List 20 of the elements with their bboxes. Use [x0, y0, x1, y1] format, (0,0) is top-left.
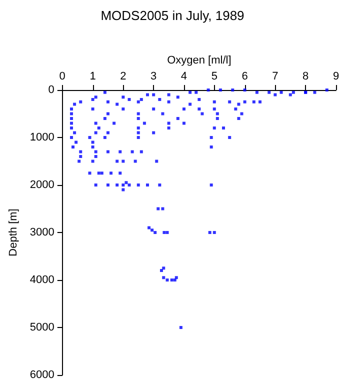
- x-tick-label: 1: [90, 70, 96, 82]
- x-tick-label: 2: [120, 70, 126, 82]
- x-tick-label: 5: [211, 70, 218, 82]
- y-tick-label: 0: [48, 84, 54, 96]
- y-tick-label: 1000: [30, 132, 54, 144]
- x-tick-label: 3: [150, 70, 157, 82]
- y-tick-label: 5000: [30, 322, 54, 334]
- x-tick-label: 4: [180, 70, 188, 82]
- y-axis-title: Depth [m]: [8, 208, 20, 256]
- x-tick-label: 8: [302, 70, 309, 82]
- x-axis-title: Oxygen [ml/l]: [167, 54, 232, 67]
- y-tick-label: 2000: [30, 179, 54, 191]
- y-tick-label: 3000: [30, 226, 54, 238]
- x-tick-label: 6: [242, 70, 248, 82]
- y-tick-label: 4000: [30, 274, 54, 286]
- chart-title: MODS2005 in July, 1989: [100, 8, 244, 23]
- y-tick-label: 6000: [30, 369, 54, 381]
- x-tick-label: 7: [272, 70, 278, 82]
- x-tick-label: 0: [59, 70, 66, 82]
- x-tick-label: 9: [332, 70, 340, 82]
